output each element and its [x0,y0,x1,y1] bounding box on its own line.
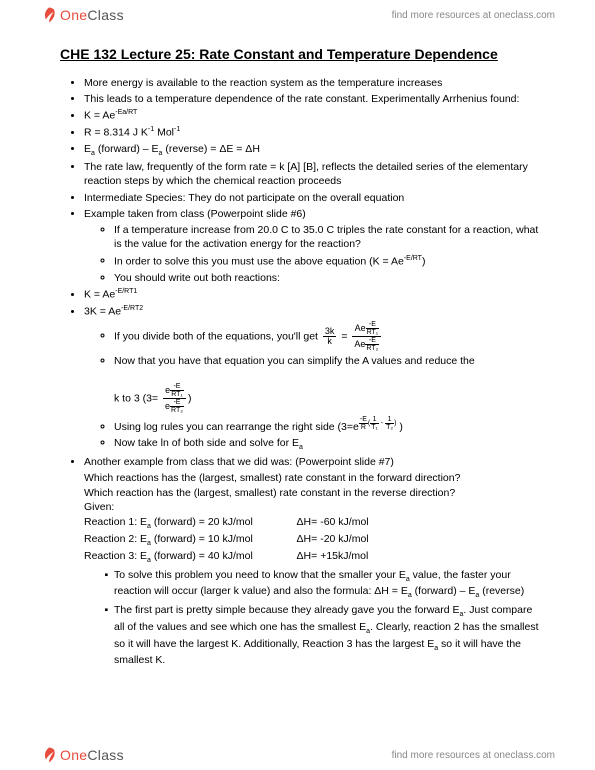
sub-list: If you divide both of the equations, you… [84,321,539,453]
document-body: CHE 132 Lecture 25: Rate Constant and Te… [0,0,595,716]
example-2-questions: Which reactions has the (largest, smalle… [84,471,539,500]
sub-list: If a temperature increase from 20.0 C to… [84,223,539,285]
leaf-icon [40,6,58,24]
bullet: Intermediate Species: They do not partic… [84,191,539,205]
solution-list: To solve this problem you need to know t… [60,568,539,668]
header-tagline: find more resources at oneclass.com [392,10,555,21]
bullet: K = Ae-E/RT1 [84,287,539,302]
bullet: Another example from class that we did w… [84,455,539,469]
brand-text: OneClass [60,747,124,763]
brand-logo: OneClass [40,746,124,764]
page-footer: OneClass find more resources at oneclass… [0,740,595,770]
footer-tagline: find more resources at oneclass.com [392,750,555,761]
sub-bullet: If a temperature increase from 20.0 C to… [114,223,539,252]
bullet: More energy is available to the reaction… [84,76,539,90]
solution-sublist: To solve this problem you need to know t… [84,568,539,668]
main-list: More energy is available to the reaction… [60,76,539,469]
bullet: Ea (forward) – Ea (reverse) = ΔE = ΔH [84,142,539,159]
bullet: The rate law, frequently of the form rat… [84,160,539,188]
bullet: 3K = Ae-E/RT2 If you divide both of the … [84,304,539,453]
bullet: K = Ae-Ea/RT [84,108,539,123]
solution-bullet: The first part is pretty simple because … [114,603,539,668]
question-line: Which reaction has the (largest, smalles… [84,486,539,501]
reaction-row: Reaction 3: Ea (forward) = 40 kJ/mol ΔH=… [84,549,539,566]
given-label: Given: [84,500,539,515]
brand-logo: OneClass [40,6,124,24]
sub-bullet: Now that you have that equation you can … [114,354,539,414]
bullet: R = 8.314 J K-1 Mol-1 [84,125,539,140]
sub-bullet: Now take ln of both side and solve for E… [114,436,539,453]
page-title: CHE 132 Lecture 25: Rate Constant and Te… [60,46,539,62]
reaction-row: Reaction 2: Ea (forward) = 10 kJ/mol ΔH=… [84,532,539,549]
bullet: Example taken from class (Powerpoint sli… [84,207,539,286]
bullet: This leads to a temperature dependence o… [84,92,539,106]
fraction: Ae-ERT₁ Ae-ERT₂ [352,321,381,352]
page-header: OneClass find more resources at oneclass… [0,0,595,30]
sub-bullet: If you divide both of the equations, you… [114,321,539,352]
fraction: e-ERT₁ e-ERT₂ [163,383,186,414]
question-line: Which reactions has the (largest, smalle… [84,471,539,486]
fraction: 3kk [323,327,337,346]
sub-bullet: Using log rules you can rearrange the ri… [114,416,539,434]
brand-text: OneClass [60,7,124,23]
reaction-row: Reaction 1: Ea (forward) = 20 kJ/mol ΔH=… [84,515,539,532]
sub-bullet: In order to solve this you must use the … [114,254,539,269]
leaf-icon [40,746,58,764]
solution-bullet: To solve this problem you need to know t… [114,568,539,602]
sub-bullet: You should write out both reactions: [114,271,539,285]
